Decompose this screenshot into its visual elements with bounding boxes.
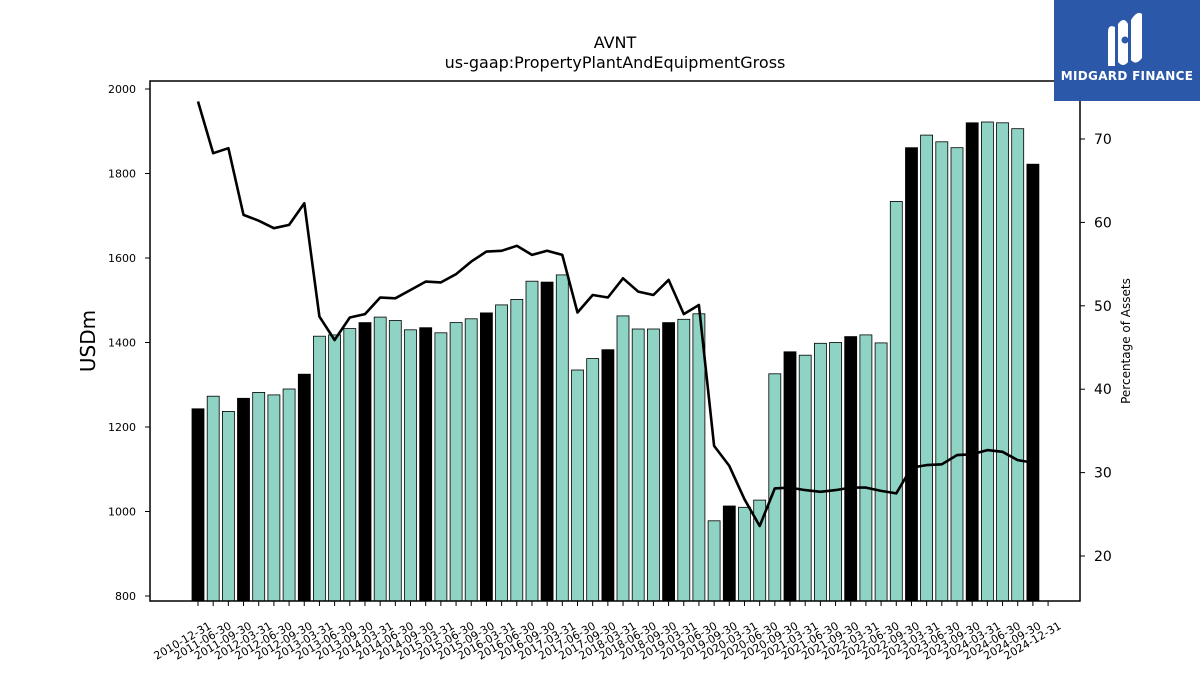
- bar: [464, 318, 478, 602]
- chart-title: AVNT: [593, 33, 637, 52]
- bar: [738, 506, 751, 602]
- bar: [419, 327, 433, 602]
- bar: [996, 122, 1009, 602]
- bar: [297, 373, 311, 602]
- y2-tick-label: 50: [1094, 299, 1112, 315]
- chart-subtitle: us-gaap:PropertyPlantAndEquipmentGross: [444, 53, 786, 72]
- y-tick-label: 1600: [108, 252, 136, 265]
- y2-tick-label: 30: [1094, 466, 1112, 482]
- bar: [601, 349, 615, 602]
- bar: [662, 322, 675, 602]
- bar: [859, 334, 873, 602]
- y2-tick-label: 70: [1094, 132, 1112, 148]
- bar: [206, 395, 220, 602]
- bar: [692, 313, 706, 602]
- plot-frame: [149, 80, 1081, 602]
- bar: [920, 134, 933, 602]
- bar: [981, 121, 994, 602]
- bar: [404, 329, 417, 602]
- bar: [571, 369, 584, 602]
- bar: [829, 342, 842, 602]
- series-line: [196, 101, 1034, 528]
- bar: [479, 312, 493, 602]
- bar: [525, 280, 539, 602]
- bar: [555, 274, 569, 602]
- bar: [221, 410, 235, 602]
- y2-tick-label: 20: [1094, 549, 1112, 565]
- bar: [434, 332, 448, 602]
- y-tick-label: 800: [115, 590, 136, 603]
- y-tick-label: 2000: [108, 83, 136, 96]
- bar: [328, 334, 342, 602]
- bar: [358, 322, 372, 602]
- y-axis-label: USDm: [76, 310, 100, 372]
- bar: [935, 141, 949, 602]
- bar: [510, 298, 524, 602]
- bar: [388, 320, 402, 602]
- bar: [647, 328, 660, 602]
- bar: [586, 358, 600, 602]
- bar: [722, 505, 736, 602]
- bar: [373, 316, 387, 602]
- bar: [844, 336, 858, 602]
- y-tick-label: 1000: [108, 506, 136, 519]
- bar: [282, 388, 296, 602]
- bar: [343, 328, 357, 602]
- bar: [540, 281, 554, 602]
- bar: [965, 122, 979, 602]
- brand-name: MIDGARD FINANCE: [1060, 69, 1194, 83]
- bar: [905, 147, 918, 602]
- bar: [889, 200, 903, 602]
- y2-tick-label: 60: [1094, 215, 1112, 231]
- bar: [798, 354, 812, 602]
- bar: [874, 342, 888, 602]
- bar: [783, 351, 797, 602]
- bar: [267, 394, 281, 602]
- y-tick-label: 1200: [108, 421, 136, 434]
- y2-axis-label: Percentage of Assets: [1119, 278, 1133, 404]
- bar: [814, 342, 827, 602]
- bar: [1026, 163, 1040, 602]
- brand-logo: MIDGARD FINANCE: [1054, 0, 1200, 101]
- bar: [707, 520, 721, 602]
- bar: [449, 322, 463, 602]
- bar: [237, 397, 250, 602]
- bar: [616, 315, 630, 602]
- y2-tick-label: 40: [1094, 382, 1112, 398]
- bar: [950, 147, 964, 602]
- bar: [1011, 128, 1025, 602]
- bar: [495, 304, 509, 602]
- bar: [312, 335, 326, 602]
- bar: [677, 318, 691, 602]
- brand-mark-icon: [1108, 12, 1142, 67]
- y-tick-label: 1400: [108, 337, 136, 350]
- bar: [191, 408, 205, 602]
- bar: [631, 328, 645, 602]
- y-tick-label: 1800: [108, 168, 136, 181]
- bar: [252, 391, 266, 602]
